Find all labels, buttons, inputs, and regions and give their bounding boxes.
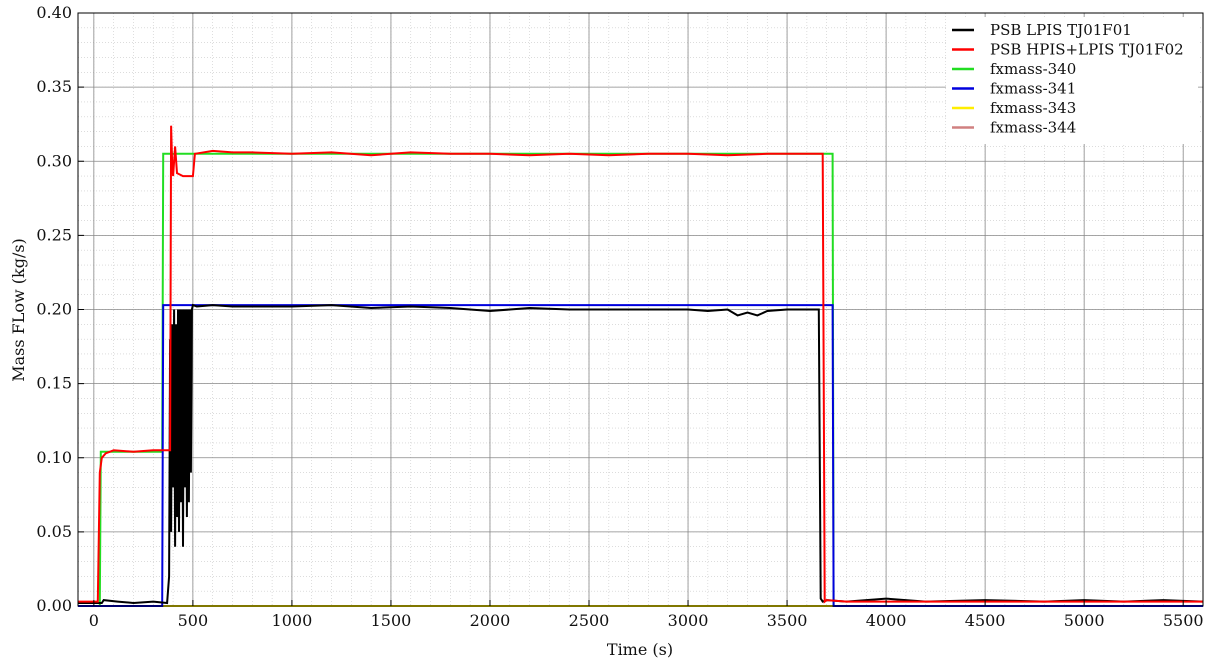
- x-tick-label: 4500: [965, 611, 1006, 630]
- legend-box: [946, 17, 1198, 144]
- x-tick-label: 3500: [767, 611, 808, 630]
- series-line-1: [78, 125, 1203, 604]
- legend-label: fxmass-340: [990, 60, 1076, 78]
- x-tick-label: 2500: [569, 611, 610, 630]
- x-tick-label: 5500: [1163, 611, 1204, 630]
- legend-label: fxmass-341: [990, 80, 1076, 98]
- y-tick-label: 0.20: [36, 300, 72, 319]
- x-axis-title: Time (s): [607, 640, 673, 659]
- y-tick-label: 0.30: [36, 151, 72, 170]
- x-tick-labels: 0 500 1000 1500 2000 2500 3000 3500 4000 4500 5000…: [89, 611, 1204, 630]
- x-tick-label: 2000: [470, 611, 511, 630]
- x-tick-label: 1000: [272, 611, 313, 630]
- x-tick-label: 500: [178, 611, 209, 630]
- legend-label: PSB HPIS+LPIS TJ01F02: [990, 41, 1184, 59]
- x-tick-label: 1500: [371, 611, 412, 630]
- legend-label: fxmass-344: [990, 119, 1076, 137]
- y-axis-title: Mass FLow (kg/s): [9, 238, 28, 382]
- x-tick-label: 3000: [668, 611, 709, 630]
- y-tick-label: 0.15: [36, 374, 72, 393]
- series-line-0: [78, 303, 1204, 605]
- y-tick-label: 0.05: [36, 522, 72, 541]
- legend-label: PSB LPIS TJ01F01: [990, 21, 1132, 39]
- x-tick-label: 0: [89, 611, 99, 630]
- y-tick-label: 0.40: [36, 3, 72, 22]
- y-tick-label: 0.10: [36, 448, 72, 467]
- x-tick-label: 4000: [866, 611, 907, 630]
- legend-label: fxmass-343: [990, 99, 1076, 117]
- y-tick-label: 0.35: [36, 77, 72, 96]
- y-tick-label: 0.25: [36, 225, 72, 244]
- tick-marks: [78, 12, 1184, 607]
- y-tick-label: 0.00: [36, 596, 72, 615]
- y-tick-labels: 0.00 0.05 0.10 0.15 0.20 0.25 0.30 0.35 0.40: [36, 3, 72, 615]
- x-tick-label: 5000: [1064, 611, 1105, 630]
